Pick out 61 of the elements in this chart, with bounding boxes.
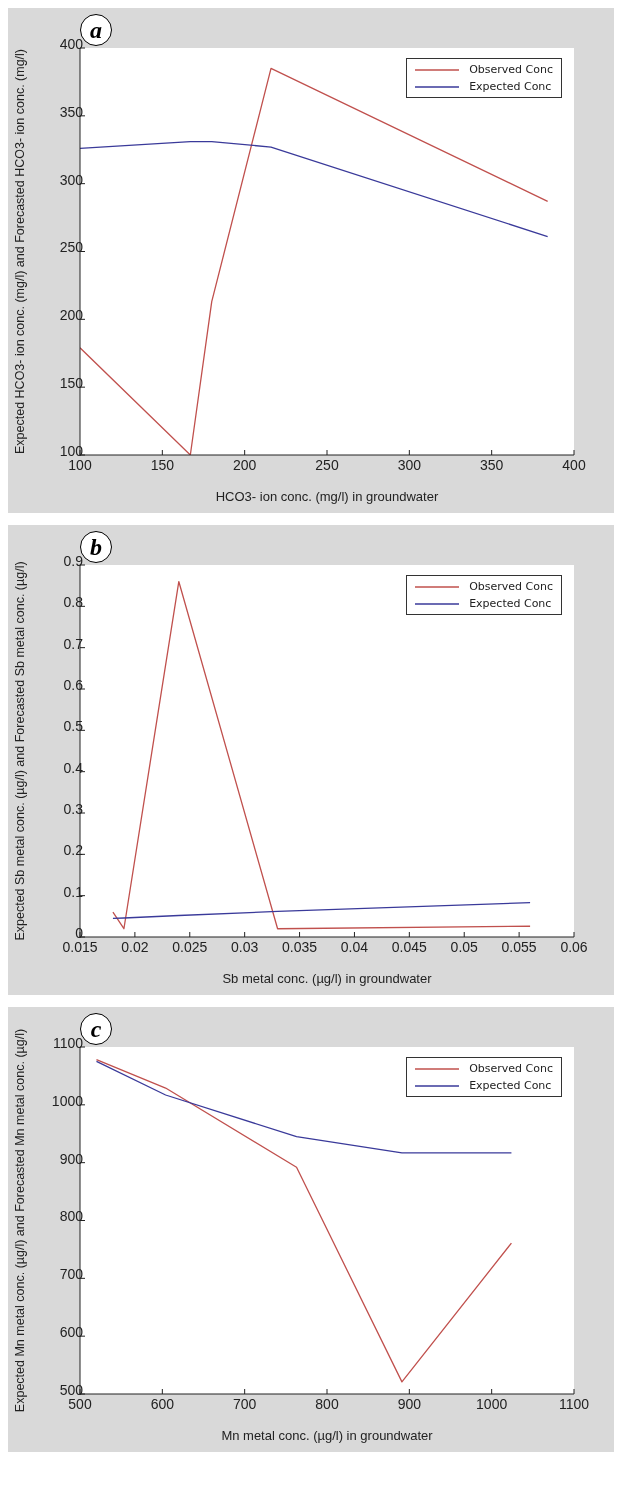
y-tick-label: 0.8 [63,594,84,611]
y-tick-label: 0.9 [63,552,84,569]
y-tick-label: 800 [59,1208,84,1225]
y-tick-label: 0.3 [63,800,84,817]
x-tick-label: 700 [232,1395,257,1412]
text: a [90,17,102,43]
x-tick-label: 0.025 [172,938,208,955]
x-tick-label: 300 [397,456,422,473]
y-tick-label: 1000 [51,1092,84,1109]
y-tick-label: 700 [59,1266,84,1283]
x-tick-label: 0.02 [121,938,149,955]
legend-label: Expected Conc [469,79,552,95]
y-tick-label: 900 [59,1150,84,1167]
x-tick-label: 1000 [476,1395,508,1412]
y-tick-label: 400 [59,35,84,52]
x-tick-label: 900 [397,1395,422,1412]
legend-label: Observed Conc [469,1061,553,1077]
x-tick-label: 0.045 [391,938,428,955]
x-tick-label: 200 [232,456,257,473]
x-tick-label: 800 [315,1395,339,1412]
y-tick-label: 150 [59,375,84,392]
x-tick-label: 0.035 [282,938,318,955]
y-tick-label: 350 [59,103,84,120]
legend-label: Observed Conc [469,62,553,78]
x-axis-title: HCO3- ion conc. (mg/l) in groundwater [215,489,439,504]
x-tick-label: 150 [150,456,175,473]
text: c [90,1016,102,1042]
y-axis-title: Expected Sb metal conc. (µg/l) and Forecasted Sb metal conc. (µg/l) [13,561,28,941]
x-axis-title: Mn metal conc. (µg/l) in groundwater [221,1428,434,1443]
x-tick-label: 250 [315,456,339,473]
x-tick-label: 0.05 [450,938,479,955]
x-tick-label: 350 [479,456,504,473]
y-tick-label: 1100 [52,1034,84,1051]
y-tick-label: 600 [59,1324,84,1341]
x-tick-label: 0.03 [231,938,259,955]
x-tick-label: 1100 [558,1395,590,1412]
x-axis-title: Sb metal conc. (µg/l) in groundwater [222,971,433,986]
y-tick-label: 250 [59,239,84,256]
y-tick-label: 500 [59,1381,84,1398]
y-tick-label: 0.7 [63,635,84,652]
y-tick-label: 0.5 [63,718,84,735]
legend-label: Observed Conc [469,579,553,595]
legend-label: Expected Conc [469,596,552,612]
x-tick-label: 0.015 [62,938,98,955]
x-tick-label: 0.055 [501,938,537,955]
y-axis-title: Expected HCO3- ion conc. (mg/l) and Forecasted HCO3- ion conc. (mg/l) [13,48,28,455]
y-tick-label: 100 [59,442,84,459]
legend-label: Expected Conc [469,1078,552,1094]
y-tick-label: 0.6 [63,676,84,693]
y-tick-label: 0.2 [63,842,84,859]
x-tick-label: 0.06 [560,938,588,955]
y-tick-label: 0.1 [63,883,84,900]
text: b [90,534,102,560]
y-tick-label: 0 [75,924,84,941]
y-tick-label: 200 [59,307,84,324]
y-tick-label: 0.4 [63,759,84,776]
x-tick-label: 600 [150,1395,175,1412]
y-tick-label: 300 [59,171,84,188]
x-tick-label: 400 [562,456,586,473]
x-tick-label: 0.04 [340,938,369,955]
y-axis-title: Expected Mn metal conc. (µg/l) and Forecasted Mn metal conc. (µg/l) [13,1028,28,1413]
